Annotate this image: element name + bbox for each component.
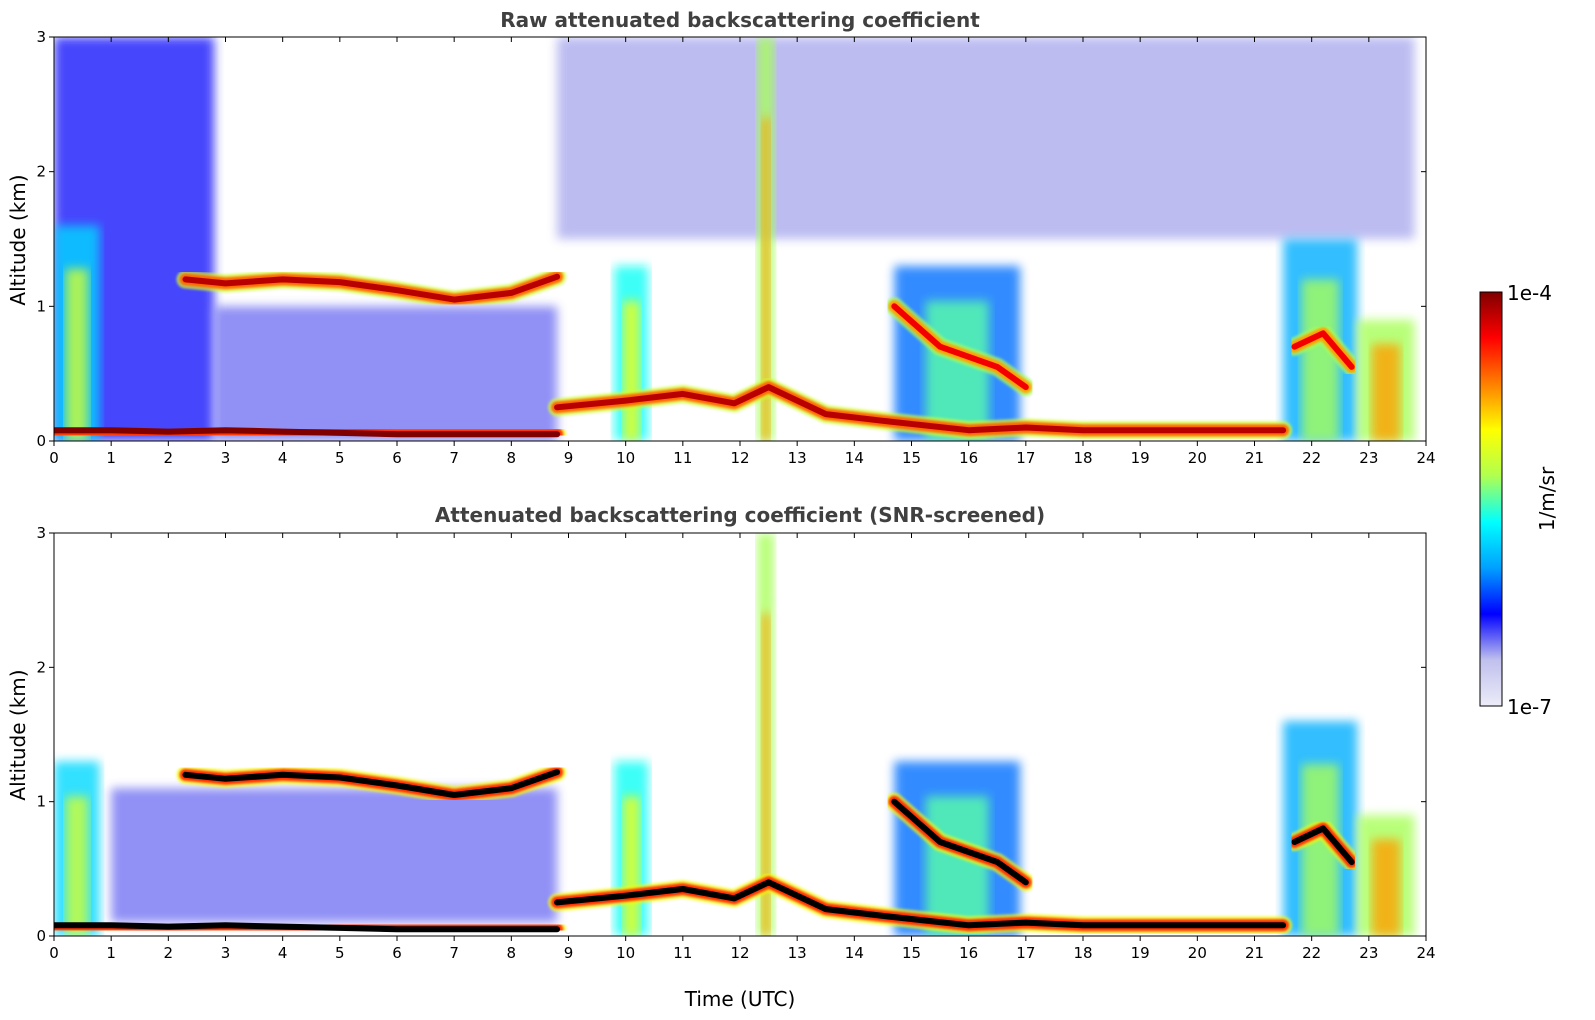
cloud-layer <box>54 421 567 441</box>
x-tick-label: 7 <box>449 944 459 962</box>
x-tick-label: 11 <box>673 944 692 962</box>
x-tick-label: 2 <box>164 944 174 962</box>
x-tick-label: 17 <box>1016 449 1035 467</box>
x-tick-label: 17 <box>1016 944 1035 962</box>
x-tick-label: 23 <box>1359 449 1378 467</box>
x-tick-label: 12 <box>730 449 749 467</box>
panel-raw-y-ticks: 0 1 2 3 <box>36 28 1426 450</box>
x-tick-label: 18 <box>1073 944 1092 962</box>
x-tick-label: 21 <box>1245 449 1264 467</box>
x-tick-label: 1 <box>106 449 116 467</box>
cloud-layer <box>885 792 1035 892</box>
colorbar-bar <box>1479 291 1503 707</box>
x-tick-label: 2 <box>164 449 174 467</box>
x-tick-label: 20 <box>1188 449 1207 467</box>
cloud-column <box>54 761 100 936</box>
x-tick-label: 0 <box>49 944 59 962</box>
colorbar-unit-label: 1/m/sr <box>1535 466 1559 531</box>
cloud-layer <box>176 763 567 804</box>
panel-snr-xlabel: Time (UTC) <box>684 987 796 1011</box>
panel-snr-ylabel: Altitude (km) <box>6 669 30 800</box>
x-tick-label: 10 <box>616 449 635 467</box>
x-tick-label: 22 <box>1302 449 1321 467</box>
x-tick-label: 8 <box>507 449 517 467</box>
background-region <box>214 306 558 441</box>
y-tick-label: 2 <box>36 163 46 181</box>
x-tick-label: 13 <box>788 449 807 467</box>
cloud-column <box>894 761 1021 936</box>
panel-raw-x-ticks: 0 1 2 3 4 5 6 7 8 9 10 11 12 13 14 15 16 17 18 19 20 21 22 23 24 <box>49 37 1436 467</box>
cloud-column <box>614 265 649 441</box>
panel-snr-title: Attenuated backscattering coefficient (S… <box>435 503 1045 527</box>
cloud-column <box>757 533 775 936</box>
x-tick-label: 9 <box>564 449 574 467</box>
x-tick-label: 20 <box>1188 944 1207 962</box>
x-tick-label: 4 <box>278 449 288 467</box>
y-tick-label: 0 <box>36 432 46 450</box>
x-tick-label: 15 <box>902 944 921 962</box>
cloud-column <box>54 225 100 441</box>
cloud-column <box>1357 815 1415 936</box>
cloud-layer <box>548 378 1293 440</box>
y-tick-label: 1 <box>36 297 46 315</box>
cloud-layer <box>1285 819 1361 872</box>
x-tick-label: 0 <box>49 449 59 467</box>
x-tick-label: 10 <box>616 944 635 962</box>
x-tick-label: 16 <box>959 944 978 962</box>
cloud-layer <box>1285 324 1361 376</box>
panel-raw-title: Raw attenuated backscattering coefficien… <box>500 8 980 32</box>
x-tick-label: 1 <box>106 944 116 962</box>
x-tick-label: 3 <box>221 944 231 962</box>
x-tick-label: 24 <box>1416 449 1435 467</box>
y-tick-label: 1 <box>36 793 46 811</box>
y-tick-label: 3 <box>36 524 46 542</box>
x-tick-label: 6 <box>392 449 402 467</box>
cloud-layer <box>54 916 567 936</box>
x-tick-label: 18 <box>1073 449 1092 467</box>
cloud-column <box>614 761 649 936</box>
cloud-layer <box>885 297 1035 397</box>
x-tick-label: 7 <box>449 449 459 467</box>
cloud-layer <box>548 873 1293 935</box>
x-tick-label: 12 <box>730 944 749 962</box>
panel-snr-x-ticks: 0 1 2 3 4 5 6 7 8 9 10 11 12 13 14 15 16 17 18 19 20 21 22 23 24 <box>49 533 1436 962</box>
x-tick-label: 21 <box>1245 944 1264 962</box>
x-tick-label: 15 <box>902 449 921 467</box>
x-tick-label: 3 <box>221 449 231 467</box>
panel-raw: Raw attenuated backscattering coefficien… <box>6 8 1436 467</box>
x-tick-label: 4 <box>278 944 288 962</box>
colorbar-min-label: 1e-7 <box>1507 695 1552 719</box>
x-tick-label: 22 <box>1302 944 1321 962</box>
cloud-column <box>1357 319 1415 441</box>
panel-snr-y-ticks: 0 1 2 3 <box>36 524 1426 945</box>
x-tick-label: 11 <box>673 449 692 467</box>
x-tick-label: 5 <box>335 449 345 467</box>
colorbar: 1e-4 1e-7 1/m/sr <box>1479 281 1559 719</box>
x-tick-label: 16 <box>959 449 978 467</box>
colorbar-max-label: 1e-4 <box>1507 281 1552 305</box>
x-tick-label: 19 <box>1131 944 1150 962</box>
background-region <box>557 37 1415 239</box>
cloud-layer <box>176 267 567 309</box>
x-tick-label: 5 <box>335 944 345 962</box>
x-tick-label: 9 <box>564 944 574 962</box>
panel-snr: Attenuated backscattering coefficient (S… <box>6 503 1436 1011</box>
x-tick-label: 13 <box>788 944 807 962</box>
x-tick-label: 24 <box>1416 944 1435 962</box>
panel-raw-ylabel: Altitude (km) <box>6 174 30 305</box>
y-tick-label: 0 <box>36 927 46 945</box>
x-tick-label: 6 <box>392 944 402 962</box>
cloud-column <box>757 37 775 441</box>
panel-raw-heatmap <box>54 37 1415 441</box>
y-tick-label: 2 <box>36 658 46 676</box>
y-tick-label: 3 <box>36 28 46 46</box>
x-tick-label: 8 <box>507 944 517 962</box>
x-tick-label: 23 <box>1359 944 1378 962</box>
panel-snr-heatmap <box>54 533 1415 936</box>
x-tick-label: 14 <box>845 944 864 962</box>
x-tick-label: 19 <box>1131 449 1150 467</box>
background-region <box>111 788 558 923</box>
x-tick-label: 14 <box>845 449 864 467</box>
